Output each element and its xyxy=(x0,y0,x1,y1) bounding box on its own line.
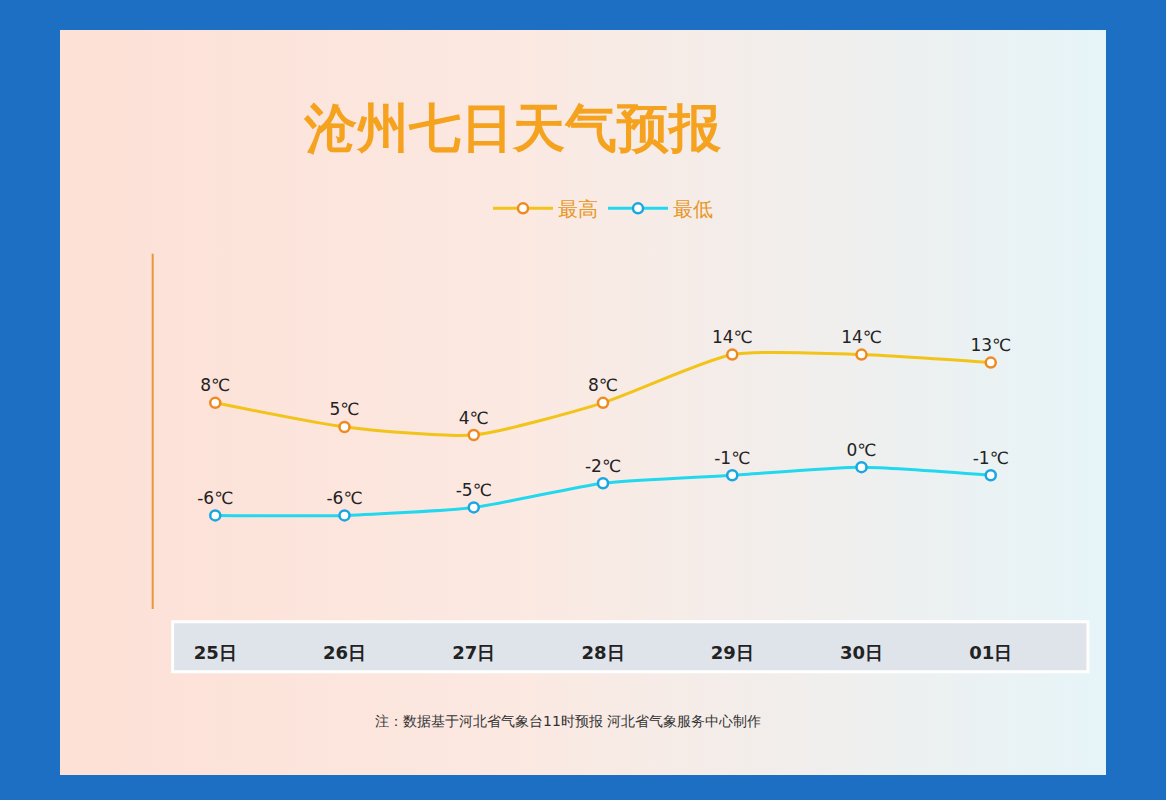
svg-text:-6℃: -6℃ xyxy=(197,488,233,508)
svg-text:-2℃: -2℃ xyxy=(585,456,621,476)
svg-text:-6℃: -6℃ xyxy=(326,488,362,508)
svg-text:13℃: 13℃ xyxy=(970,335,1011,355)
svg-text:14℃: 14℃ xyxy=(841,327,882,347)
svg-text:29日: 29日 xyxy=(711,642,754,663)
svg-text:-5℃: -5℃ xyxy=(456,480,492,500)
svg-text:-1℃: -1℃ xyxy=(973,448,1009,468)
svg-text:最高: 最高 xyxy=(558,197,598,221)
svg-text:最低: 最低 xyxy=(673,197,713,221)
svg-text:26日: 26日 xyxy=(323,642,366,663)
svg-text:8℃: 8℃ xyxy=(588,375,618,395)
svg-text:注：数据基于河北省气象台11时预报 河北省气象服务中心制作: 注：数据基于河北省气象台11时预报 河北省气象服务中心制作 xyxy=(375,713,761,729)
svg-text:-1℃: -1℃ xyxy=(714,448,750,468)
svg-text:0℃: 0℃ xyxy=(847,440,877,460)
svg-text:8℃: 8℃ xyxy=(200,375,230,395)
svg-text:27日: 27日 xyxy=(452,642,495,663)
svg-text:沧州七日天气预报: 沧州七日天气预报 xyxy=(303,98,722,158)
svg-text:14℃: 14℃ xyxy=(712,327,753,347)
svg-text:25日: 25日 xyxy=(194,642,237,663)
svg-text:30日: 30日 xyxy=(840,642,883,663)
svg-text:5℃: 5℃ xyxy=(330,399,360,419)
svg-text:01日: 01日 xyxy=(969,642,1012,663)
svg-text:4℃: 4℃ xyxy=(459,408,489,428)
svg-text:28日: 28日 xyxy=(581,642,624,663)
